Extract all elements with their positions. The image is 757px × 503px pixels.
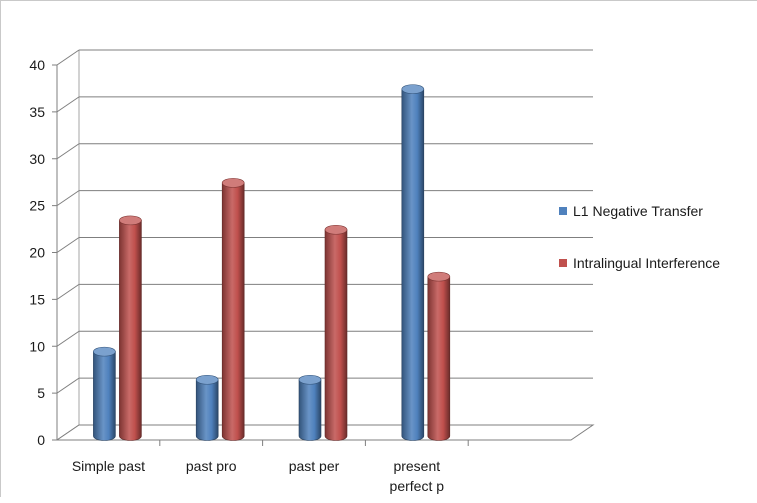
bar-l1-negative-transfer — [298, 374, 322, 441]
y-tick-label: 25 — [29, 198, 45, 214]
gridline-depth — [56, 283, 80, 300]
x-tick-label: past per — [289, 458, 340, 474]
x-tick-label: perfect p — [390, 478, 445, 494]
bar-top — [93, 346, 116, 357]
legend-swatch — [559, 259, 567, 267]
y-tick-label: 35 — [29, 104, 45, 120]
bar-l1-negative-transfer — [93, 346, 116, 441]
bar-body — [298, 379, 322, 441]
y-tick-label: 40 — [29, 57, 45, 73]
y-axis: 0 5 10 15 20 25 30 35 40 — [29, 57, 57, 448]
bar-body — [324, 229, 348, 441]
x-tick-label: present — [393, 458, 440, 474]
bar-body — [195, 379, 219, 441]
bars — [93, 84, 451, 441]
bar-body — [427, 276, 451, 441]
y-tick-label: 0 — [37, 432, 45, 448]
gridline-depth — [56, 330, 80, 347]
bar-intralingual-interference — [427, 271, 451, 441]
bar-l1-negative-transfer — [195, 374, 219, 441]
y-tick-label: 15 — [29, 291, 45, 307]
bar-intralingual-interference — [221, 178, 245, 441]
gridline-depth — [56, 190, 80, 207]
bar-top — [195, 374, 219, 385]
y-tick-label: 30 — [29, 151, 45, 167]
legend-label: Intralingual Interference — [573, 255, 720, 271]
y-tick-label: 20 — [29, 245, 45, 261]
x-tick-label: Simple past — [72, 458, 145, 474]
bar-body — [221, 182, 245, 441]
bar-body — [119, 220, 142, 441]
gridline-depth — [56, 49, 80, 66]
bar-body — [93, 351, 116, 441]
y-tick-label: 10 — [29, 338, 45, 354]
x-axis: Simple past past pro past per present perfec… — [72, 440, 469, 494]
legend: L1 Negative Transfer Intralingual Interfe… — [559, 203, 720, 271]
bar-top — [324, 224, 348, 235]
legend-label: L1 Negative Transfer — [573, 203, 703, 219]
bar-top — [401, 84, 425, 94]
bar-top — [298, 374, 322, 385]
gridline-depth — [56, 143, 80, 160]
gridline-depth — [56, 96, 80, 113]
bar-top — [119, 215, 142, 226]
x-tick-label: past pro — [186, 458, 237, 474]
bar-top — [427, 271, 451, 282]
legend-swatch — [559, 207, 567, 215]
bar-body — [401, 88, 425, 441]
gridline-depth — [56, 377, 80, 394]
bar-l1-negative-transfer — [401, 84, 425, 441]
y-tick-label: 5 — [37, 385, 45, 401]
gridline-depth — [56, 237, 80, 253]
bar-intralingual-interference — [324, 224, 348, 441]
bar-intralingual-interference — [119, 215, 142, 441]
bar-top — [221, 178, 245, 188]
